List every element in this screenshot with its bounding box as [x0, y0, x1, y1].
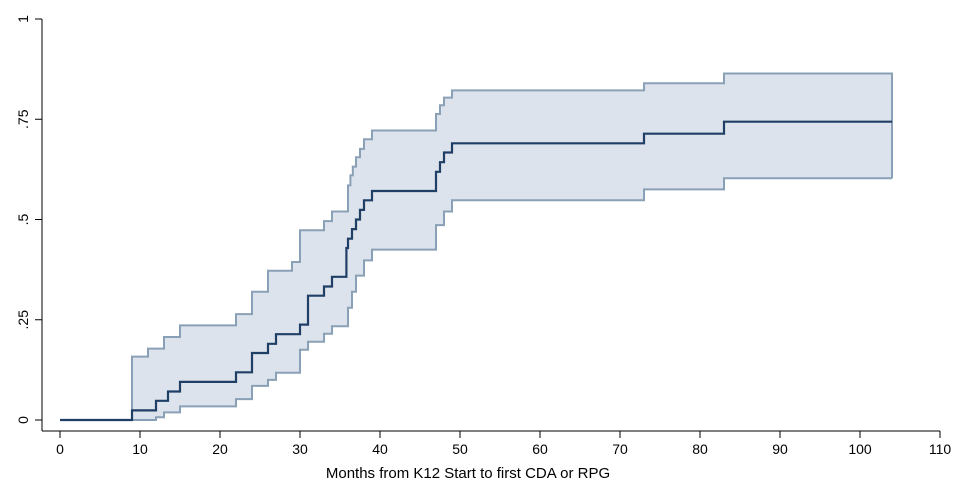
y-tick-label: 0: [15, 416, 31, 424]
x-tick-label: 20: [212, 441, 228, 457]
x-tick-label: 70: [612, 441, 628, 457]
y-tick-label: .25: [15, 310, 31, 330]
y-tick-label: 1: [15, 15, 31, 23]
lower-bound-line: [132, 177, 892, 421]
x-tick-label: 80: [692, 441, 708, 457]
x-tick-label: 50: [452, 441, 468, 457]
y-tick-label: .5: [15, 213, 31, 225]
confidence-band-fill: [132, 73, 892, 420]
x-axis-title: Months from K12 Start to first CDA or RP…: [326, 465, 610, 482]
y-tick-label: .75: [15, 109, 31, 129]
x-tick-label: 10: [132, 441, 148, 457]
x-tick-label: 110: [929, 441, 952, 457]
x-tick-label: 30: [292, 441, 308, 457]
y-ticks: 0 .25 .5 .75 1: [15, 15, 42, 424]
upper-bound-line: [131, 72, 893, 420]
x-tick-label: 0: [56, 441, 64, 457]
x-tick-label: 90: [772, 441, 788, 457]
x-tick-label: 60: [532, 441, 548, 457]
x-ticks: 0 10 20 30 40 50 60 70 80 90 100 110: [56, 431, 951, 457]
x-tick-label: 40: [372, 441, 388, 457]
estimate-line: [60, 120, 892, 422]
x-tick-label: 100: [848, 441, 872, 457]
